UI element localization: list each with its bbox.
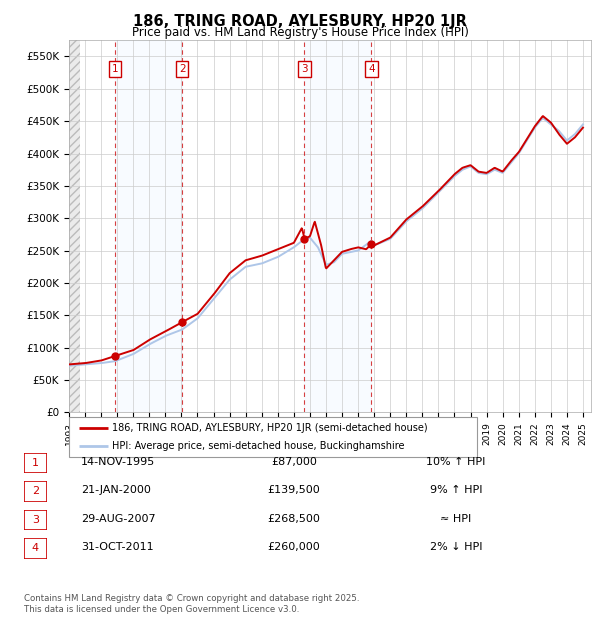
FancyBboxPatch shape — [24, 481, 47, 502]
Text: 3: 3 — [32, 515, 39, 525]
Text: HPI: Average price, semi-detached house, Buckinghamshire: HPI: Average price, semi-detached house,… — [112, 441, 404, 451]
Bar — [69, 40, 80, 412]
Text: 4: 4 — [368, 64, 375, 74]
Text: 21-JAN-2000: 21-JAN-2000 — [81, 485, 151, 495]
Text: 2: 2 — [32, 486, 39, 497]
Text: 9% ↑ HPI: 9% ↑ HPI — [430, 485, 482, 495]
FancyBboxPatch shape — [24, 453, 47, 473]
Text: £87,000: £87,000 — [271, 457, 317, 467]
Text: 4: 4 — [32, 543, 39, 554]
Text: 1: 1 — [32, 458, 39, 468]
Text: 186, TRING ROAD, AYLESBURY, HP20 1JR (semi-detached house): 186, TRING ROAD, AYLESBURY, HP20 1JR (se… — [112, 422, 427, 433]
Text: Contains HM Land Registry data © Crown copyright and database right 2025.
This d: Contains HM Land Registry data © Crown c… — [24, 595, 359, 614]
Text: 3: 3 — [301, 64, 308, 74]
Text: 10% ↑ HPI: 10% ↑ HPI — [427, 457, 485, 467]
Text: Price paid vs. HM Land Registry's House Price Index (HPI): Price paid vs. HM Land Registry's House … — [131, 26, 469, 39]
FancyBboxPatch shape — [24, 510, 47, 530]
FancyBboxPatch shape — [24, 538, 47, 559]
Text: 1: 1 — [112, 64, 118, 74]
Text: ≈ HPI: ≈ HPI — [440, 514, 472, 524]
Text: 14-NOV-1995: 14-NOV-1995 — [81, 457, 155, 467]
Text: £268,500: £268,500 — [268, 514, 320, 524]
Bar — [304, 40, 371, 412]
Text: £139,500: £139,500 — [268, 485, 320, 495]
Text: 186, TRING ROAD, AYLESBURY, HP20 1JR: 186, TRING ROAD, AYLESBURY, HP20 1JR — [133, 14, 467, 29]
Text: 29-AUG-2007: 29-AUG-2007 — [81, 514, 155, 524]
FancyBboxPatch shape — [69, 417, 477, 457]
Text: 2: 2 — [179, 64, 185, 74]
Text: 2% ↓ HPI: 2% ↓ HPI — [430, 542, 482, 552]
Text: 31-OCT-2011: 31-OCT-2011 — [81, 542, 154, 552]
Text: £260,000: £260,000 — [268, 542, 320, 552]
Bar — [115, 40, 182, 412]
